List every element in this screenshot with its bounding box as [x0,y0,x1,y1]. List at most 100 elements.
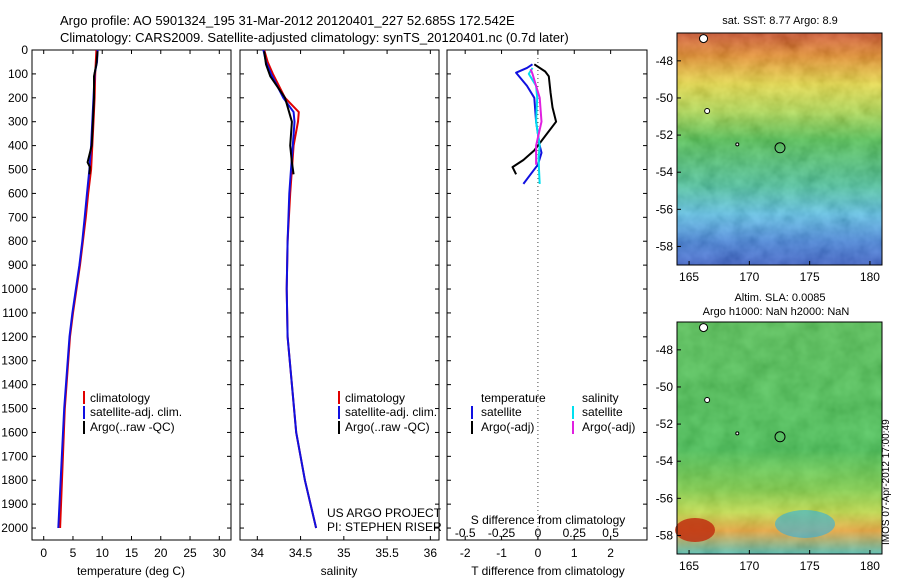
y-tick-label: 1400 [1,378,28,392]
island-speck [735,431,740,436]
y-tick-label: 0 [21,43,28,57]
y-tick-label: 1500 [1,402,28,416]
sst-float-marker [774,142,786,154]
island-speck [699,34,709,44]
legend-label-satellite: satellite-adj. clim. [90,405,182,419]
sla-cool-patch [775,510,835,538]
map-x-tick-label: 170 [739,559,759,573]
x-tick-label: 5 [70,546,77,560]
sla-map-panel: Altim. SLA: 0.0085 Argo h1000: NaN h2000… [656,292,883,573]
sst-map-frame [676,32,883,266]
x-tick-label: 36 [424,546,438,560]
x-tick-label: 20 [154,546,168,560]
series-temperature-argo-adj [511,63,558,175]
temperature-axes-box [31,49,232,541]
salinity-legend: climatology satellite-adj. clim. Argo(..… [338,391,437,434]
series-argo-raw-qc [263,51,295,175]
island-speck [735,142,740,147]
x-tick-label: 0 [40,546,47,560]
x-tick-label: 2 [607,546,614,560]
map-y-tick-label: -50 [656,380,674,394]
island-speck [704,396,711,403]
x-tick-label: 0 [535,546,542,560]
y-tick-label: 1100 [2,306,28,320]
y-tick-label: 200 [8,91,28,105]
legend-label-temp-satellite: satellite [481,405,522,419]
sla-float-marker [774,431,786,443]
x-tick-label: 10 [96,546,110,560]
top-tick-label: 0.5 [602,526,619,540]
difference-panel: -2 -1 0 1 2 -0.5 -0.25 0 0.25 0.5 temperature sat… [446,49,648,578]
series-salinity-argo-adj [529,68,543,165]
sla-map-frame [676,321,883,555]
legend-label-argo: Argo(..raw -QC) [345,420,430,434]
sla-warm-eddy [675,518,715,542]
sst-map-panel: sat. SST: 8.77 Argo: 8.9 165 170 175 180 -48… [656,15,883,284]
top-tick-label: 0 [535,526,542,540]
sst-texture [677,33,882,265]
map-y-tick-label: -56 [656,202,674,216]
map-y-tick-label: -48 [656,54,674,68]
x-tick-label: 34.5 [289,546,313,560]
legend-label-satellite: satellite-adj. clim. [345,405,437,419]
map-x-tick-label: 175 [800,270,820,284]
y-tick-label: 800 [8,234,28,248]
top-tick-label: -0.5 [455,526,476,540]
x-tick-label: 35 [337,546,351,560]
y-tick-label: 600 [8,186,28,200]
y-tick-label: 1700 [1,449,28,463]
x-tick-label: 15 [125,546,139,560]
top-tick-label: -0.25 [488,526,516,540]
header-line-2: Climatology: CARS2009. Satellite-adjuste… [60,30,569,45]
y-tick-label: 1000 [1,282,28,296]
map-x-tick-label: 180 [860,270,880,284]
y-tick-label: 1900 [1,497,28,511]
legend-title-salinity: salinity [582,391,619,405]
map-x-tick-label: 175 [800,559,820,573]
y-tick-label: 2000 [1,521,28,535]
x-tick-label: -2 [460,546,471,560]
y-tick-label: 500 [8,163,28,177]
y-tick-label: 100 [8,67,28,81]
difference-xlabel: T difference from climatology [471,564,625,578]
series-argo-raw-qc [86,51,99,175]
x-tick-label: 30 [213,546,227,560]
y-tick-label: 1800 [1,473,28,487]
temperature-panel: 0 5 10 15 20 25 300100200300400500600700800900… [1,43,232,578]
imos-watermark: IMOS 07-Apr-2012 17:00:49 [881,419,892,545]
map-y-tick-label: -52 [656,128,674,142]
header-line-1: Argo profile: AO 5901324_195 31-Mar-2012… [60,13,515,28]
x-tick-label: 34 [251,546,265,560]
legend-label-sal-satellite: satellite [582,405,623,419]
map-y-tick-label: -58 [656,239,674,253]
legend-label-sal-argo: Argo(-adj) [582,420,635,434]
y-tick-label: 300 [8,115,28,129]
legend-title-temperature: temperature [481,391,546,405]
map-y-tick-label: -58 [656,528,674,542]
difference-axes-box [446,49,648,541]
island-speck [704,107,711,114]
map-x-tick-label: 170 [739,270,759,284]
top-tick-label: 0.25 [563,526,587,540]
island-speck [699,323,709,333]
legend-label-climatology: climatology [90,391,150,405]
legend-label-climatology: climatology [345,391,405,405]
y-tick-label: 700 [8,210,28,224]
x-tick-label: 1 [571,546,578,560]
map-x-tick-label: 165 [679,559,699,573]
series-salinity-satellite [527,67,541,184]
sla-texture [677,322,882,554]
legend-label-temp-argo: Argo(-adj) [481,420,534,434]
y-tick-label: 400 [8,139,28,153]
project-annotation-1: US ARGO PROJECT [327,506,442,520]
map-y-tick-label: -56 [656,491,674,505]
difference-legend: temperature satellite Argo(-adj) salinit… [471,391,635,434]
x-tick-label: -1 [496,546,507,560]
map-y-tick-label: -54 [656,165,674,179]
temperature-legend: climatology satellite-adj. clim. Argo(..… [83,391,182,434]
temperature-xlabel: temperature (deg C) [77,564,185,578]
map-y-tick-label: -54 [656,454,674,468]
map-y-tick-label: -52 [656,417,674,431]
map-x-tick-label: 165 [679,270,699,284]
